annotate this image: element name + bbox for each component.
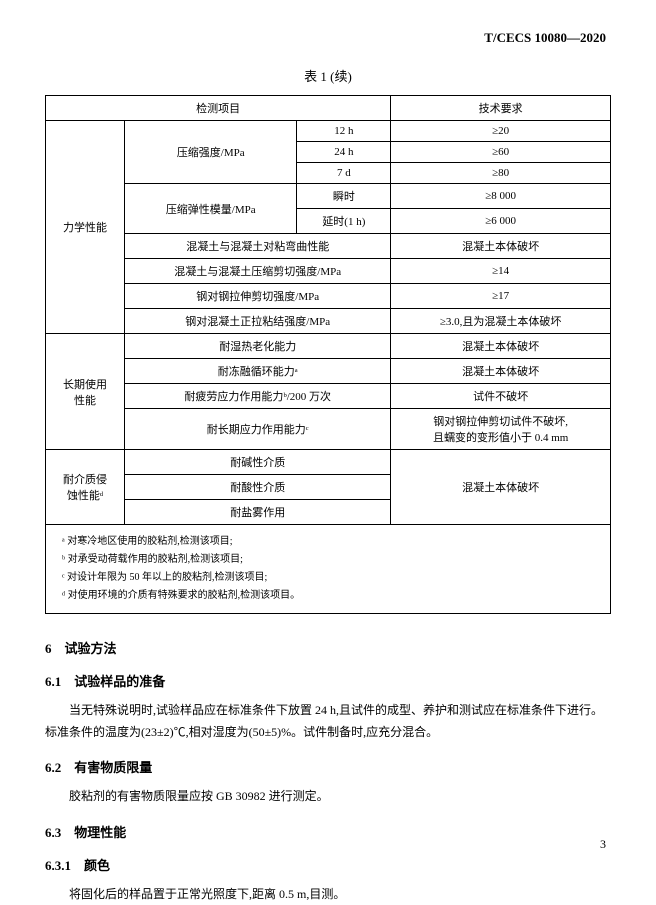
requirement-cell: ≥8 000 (391, 184, 611, 209)
table-row: 混凝土与混凝土对粘弯曲性能 混凝土本体破坏 (46, 234, 611, 259)
note-d: ᵈ 对使用环境的介质有特殊要求的胶粘剂,检测该项目。 (62, 587, 594, 605)
section-6-1-title: 6.1 试验样品的准备 (45, 671, 611, 690)
note-b: ᵇ 对承受动荷载作用的胶粘剂,检测该项目; (62, 551, 594, 569)
property-cell: 耐冻融循环能力ᵃ (125, 359, 391, 384)
specification-table: 检测项目 技术要求 力学性能 压缩强度/MPa 12 h ≥20 24 h ≥6… (45, 95, 611, 614)
requirement-cell: 钢对钢拉伸剪切试件不破坏, 且蠕变的变形值小于 0.4 mm (391, 409, 611, 450)
section-6-2-title: 6.2 有害物质限量 (45, 757, 611, 776)
section-6-1-body: 当无特殊说明时,试验样品应在标准条件下放置 24 h,且试件的成型、养护和测试应… (45, 700, 611, 743)
property-cell: 钢对混凝土正拉粘结强度/MPa (125, 309, 391, 334)
category-mechanical: 力学性能 (46, 121, 125, 334)
requirement-cell: ≥14 (391, 259, 611, 284)
section-6-3-1-body: 将固化后的样品置于正常光照度下,距离 0.5 m,目测。 (45, 884, 611, 905)
requirement-cell: ≥20 (391, 121, 611, 142)
table-row: 长期使用 性能 耐湿热老化能力 混凝土本体破坏 (46, 334, 611, 359)
table-notes-row: ᵃ 对寒冷地区使用的胶粘剂,检测该项目; ᵇ 对承受动荷载作用的胶粘剂,检测该项… (46, 525, 611, 614)
section-6-title: 6 试验方法 (45, 638, 611, 657)
requirement-cell: ≥6 000 (391, 209, 611, 234)
note-a: ᵃ 对寒冷地区使用的胶粘剂,检测该项目; (62, 533, 594, 551)
property-compressive-modulus: 压缩弹性模量/MPa (125, 184, 297, 234)
table-row: 压缩弹性模量/MPa 瞬时 ≥8 000 (46, 184, 611, 209)
requirement-cell: 混凝土本体破坏 (391, 359, 611, 384)
table-title: 表 1 (续) (45, 66, 611, 85)
header-test-item: 检测项目 (46, 96, 391, 121)
property-cell: 耐酸性介质 (125, 475, 391, 500)
section-6-3-1-title: 6.3.1 颜色 (45, 855, 611, 874)
table-header-row: 检测项目 技术要求 (46, 96, 611, 121)
header-code: T/CECS 10080—2020 (484, 30, 606, 46)
section-6: 6 试验方法 6.1 试验样品的准备 当无特殊说明时,试验样品应在标准条件下放置… (45, 638, 611, 905)
property-cell: 耐碱性介质 (125, 450, 391, 475)
requirement-cell: ≥3.0,且为混凝土本体破坏 (391, 309, 611, 334)
condition-cell: 瞬时 (297, 184, 391, 209)
condition-cell: 7 d (297, 163, 391, 184)
category-medium: 耐介质侵 蚀性能ᵈ (46, 450, 125, 525)
table-row: 混凝土与混凝土压缩剪切强度/MPa ≥14 (46, 259, 611, 284)
property-cell: 耐盐雾作用 (125, 500, 391, 525)
table-row: 耐介质侵 蚀性能ᵈ 耐碱性介质 混凝土本体破坏 (46, 450, 611, 475)
table-row: 耐长期应力作用能力ᶜ 钢对钢拉伸剪切试件不破坏, 且蠕变的变形值小于 0.4 m… (46, 409, 611, 450)
table-row: 钢对混凝土正拉粘结强度/MPa ≥3.0,且为混凝土本体破坏 (46, 309, 611, 334)
requirement-cell: ≥80 (391, 163, 611, 184)
requirement-cell: 混凝土本体破坏 (391, 234, 611, 259)
page-number: 3 (600, 837, 606, 852)
property-cell: 耐长期应力作用能力ᶜ (125, 409, 391, 450)
header-requirement: 技术要求 (391, 96, 611, 121)
table-row: 耐冻融循环能力ᵃ 混凝土本体破坏 (46, 359, 611, 384)
condition-cell: 延时(1 h) (297, 209, 391, 234)
property-cell: 耐疲劳应力作用能力ᵇ/200 万次 (125, 384, 391, 409)
section-6-3-title: 6.3 物理性能 (45, 822, 611, 841)
condition-cell: 12 h (297, 121, 391, 142)
category-longterm: 长期使用 性能 (46, 334, 125, 450)
requirement-cell: 混凝土本体破坏 (391, 450, 611, 525)
note-c: ᶜ 对设计年限为 50 年以上的胶粘剂,检测该项目; (62, 569, 594, 587)
table-row: 力学性能 压缩强度/MPa 12 h ≥20 (46, 121, 611, 142)
property-cell: 钢对钢拉伸剪切强度/MPa (125, 284, 391, 309)
property-cell: 耐湿热老化能力 (125, 334, 391, 359)
condition-cell: 24 h (297, 142, 391, 163)
table-row: 耐疲劳应力作用能力ᵇ/200 万次 试件不破坏 (46, 384, 611, 409)
section-6-2-body: 胶粘剂的有害物质限量应按 GB 30982 进行测定。 (45, 786, 611, 808)
property-cell: 混凝土与混凝土对粘弯曲性能 (125, 234, 391, 259)
requirement-cell: ≥17 (391, 284, 611, 309)
table-notes: ᵃ 对寒冷地区使用的胶粘剂,检测该项目; ᵇ 对承受动荷载作用的胶粘剂,检测该项… (46, 525, 611, 614)
requirement-cell: 试件不破坏 (391, 384, 611, 409)
property-cell: 混凝土与混凝土压缩剪切强度/MPa (125, 259, 391, 284)
requirement-cell: 混凝土本体破坏 (391, 334, 611, 359)
table-row: 钢对钢拉伸剪切强度/MPa ≥17 (46, 284, 611, 309)
requirement-cell: ≥60 (391, 142, 611, 163)
property-compressive-strength: 压缩强度/MPa (125, 121, 297, 184)
